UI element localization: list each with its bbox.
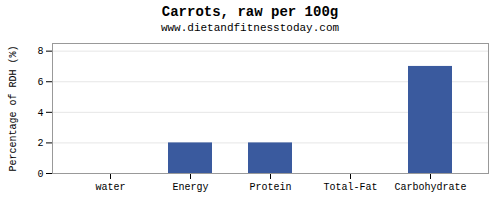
svg-text:Carbohydrate: Carbohydrate — [394, 182, 466, 193]
svg-text:4: 4 — [37, 108, 43, 119]
html-text:Carrots, raw per 100g: Carrots, raw per 100g — [161, 4, 339, 20]
svg-text:Total-Fat: Total-Fat — [323, 182, 377, 193]
html-text:www.dietandfitnesstoday.com: www.dietandfitnesstoday.com — [160, 22, 340, 34]
svg-text:0: 0 — [37, 169, 43, 180]
svg-text:2: 2 — [37, 138, 43, 149]
svg-text:Energy: Energy — [172, 182, 208, 193]
svg-text:Protein: Protein — [249, 182, 291, 193]
svg-text:water: water — [95, 182, 125, 193]
svg-text:8: 8 — [37, 46, 43, 57]
svg-text:Percentage of RDH (%): Percentage of RDH (%) — [8, 45, 19, 171]
svg-text:6: 6 — [37, 77, 43, 88]
